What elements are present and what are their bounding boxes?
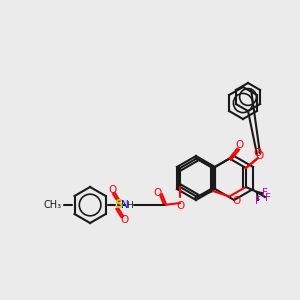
Text: O: O — [120, 215, 128, 225]
Text: O: O — [108, 185, 116, 195]
Text: N: N — [121, 200, 129, 210]
Text: CH₃: CH₃ — [44, 200, 62, 210]
Text: O: O — [176, 201, 184, 211]
Text: F: F — [265, 193, 271, 203]
Text: F: F — [262, 188, 268, 198]
Text: H: H — [126, 200, 133, 209]
Text: O: O — [235, 140, 244, 151]
Text: O: O — [256, 151, 264, 161]
Text: F: F — [255, 196, 261, 206]
Text: O: O — [254, 148, 262, 158]
Text: O: O — [232, 196, 241, 206]
Text: S: S — [114, 199, 122, 212]
Text: O: O — [153, 188, 161, 198]
